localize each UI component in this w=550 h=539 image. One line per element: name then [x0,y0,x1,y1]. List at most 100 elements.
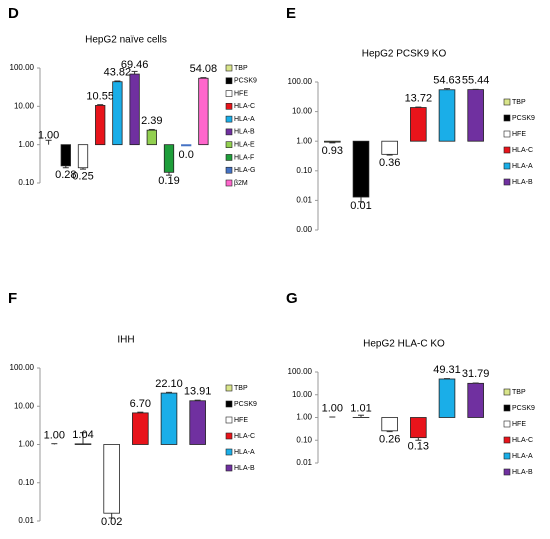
legend-swatch [503,420,511,428]
legend-swatch [225,128,233,136]
bar [324,140,341,143]
y-tick-label: 100.00 [10,363,35,372]
value-label: 22.10 [155,378,183,390]
legend-label: PCSK9 [234,78,257,85]
legend-swatch [225,90,233,97]
y-tick-label: 1.00 [296,413,312,422]
bar [410,107,427,142]
bar [77,144,89,169]
bar [132,412,149,445]
y-tick-label: 0.10 [18,478,34,487]
value-label: 13.91 [184,386,212,398]
legend-label: PCSK9 [512,115,535,122]
y-tick-label: 0.10 [18,178,34,187]
y-tick-label: 10.00 [292,390,313,399]
bar [95,105,106,146]
legend-swatch [503,452,511,460]
legend-label: HLA-C [234,433,255,440]
y-tick-label: 0.10 [296,435,312,444]
y-tick-label: 0.00 [296,225,312,234]
legend-swatch [225,115,233,123]
legend-swatch [225,400,233,408]
value-label: 0.36 [379,157,400,169]
bar [103,444,120,514]
bar [189,400,206,445]
bar [112,81,123,146]
panel: G HepG2 HLA-C KO 0.01 0.10 1.00 10.00 100.00 1.… [286,290,535,476]
y-tick-label: 0.01 [18,516,34,525]
legend-label: HLA-C [512,147,533,154]
bar [381,417,398,432]
legend-swatch [503,388,511,396]
legend-swatch [225,179,233,187]
legend-swatch [503,436,511,444]
y-tick-label: 1.00 [18,440,34,449]
legend-swatch [225,166,233,174]
y-tick-label: 100.00 [10,63,35,72]
y-tick-label: 10.00 [292,107,313,116]
value-label: 0.01 [350,200,371,212]
panel-label: G [286,290,298,307]
y-tick-label: 100.00 [288,77,313,86]
value-label: 54.08 [190,63,218,75]
bar [438,89,456,142]
y-tick-label: 0.01 [296,196,312,205]
value-label: 6.70 [130,398,151,410]
value-label: 0.93 [322,145,343,157]
value-label: 1.04 [72,429,93,441]
value-label: 1.00 [322,402,343,414]
chart-title: IHH [117,335,134,346]
legend-swatch [503,162,511,170]
legend-label: HLA-A [512,453,533,460]
legend-label: HLA-A [512,163,533,170]
panel: D HepG2 naïve cells 0.10 1.00 10.00 100.00 1.0… [8,5,257,187]
legend-swatch [225,448,233,456]
value-label: 0.28 [55,169,76,181]
legend-swatch [225,77,233,85]
y-tick-label: 10.00 [14,401,35,410]
legend-label: TBP [512,389,526,396]
legend-label: TBP [512,99,526,106]
value-label: 31.79 [462,368,490,380]
panel-label: D [8,5,19,22]
bar [146,129,157,146]
value-label: 43.82 [104,67,132,79]
bar [129,73,140,146]
bar [381,140,398,155]
legend-label: HLA-A [234,449,255,456]
panel-label: F [8,290,17,307]
legend-label: HLA-B [512,469,533,476]
legend-label: TBP [234,65,248,72]
y-tick-label: 0.10 [296,166,312,175]
y-tick-label: 1.00 [18,140,34,149]
value-label: 54.63 [433,75,461,87]
panel-label: E [286,5,296,22]
bar [163,144,175,173]
panel: E HepG2 PCSK9 KO 0.00 0.01 0.10 1.00 10.00 100.… [286,5,535,234]
legend-label: HLA-B [234,465,255,472]
legend-label: TBP [234,385,248,392]
legend-swatch [225,432,233,440]
value-label: 1.00 [44,429,65,441]
value-label: 0.02 [101,516,122,528]
bar [74,443,92,445]
y-tick-label: 10.00 [14,101,35,110]
legend-label: HLA-C [512,437,533,444]
panel: F IHH 0.01 0.10 1.00 10.00 100.00 1.00 1.04 0.02 6… [8,290,257,528]
bar [60,144,71,167]
value-label: 0.0 [179,149,194,161]
legend-swatch [225,103,233,110]
bar [467,89,484,142]
legend-label: HLA-A [234,116,255,123]
legend-label: HFE [512,421,526,428]
bar [352,140,370,198]
value-label: 49.31 [433,364,461,376]
bar [410,417,427,439]
legend-label: HLA-B [512,179,533,186]
y-tick-label: 0.01 [296,458,312,467]
chart-title: HepG2 HLA-C KO [363,339,445,350]
value-label: 10.55 [86,90,114,102]
y-tick-label: 100.00 [288,367,313,376]
bar [467,382,484,418]
